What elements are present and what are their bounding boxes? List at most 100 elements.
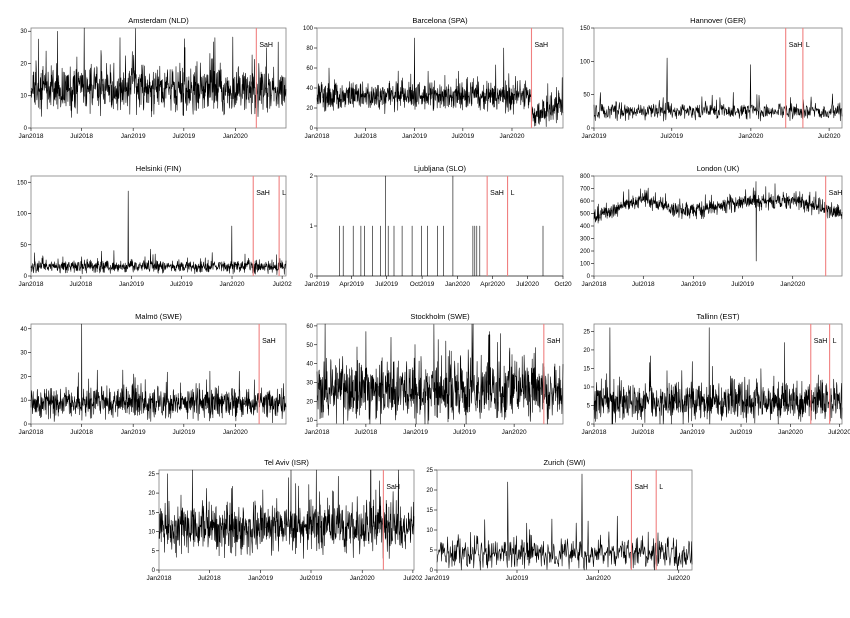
plot-frame [593, 323, 843, 425]
y-tick-label: 25 [426, 468, 433, 474]
x-tick-label: Jul2019 [170, 281, 193, 288]
plot-frame [593, 175, 843, 277]
chart-title: Zurich (SWI) [543, 458, 586, 467]
plot-frame [316, 175, 564, 277]
x-tick-label: Jul2018 [69, 281, 92, 288]
event-label-l: L [659, 484, 663, 491]
x-tick-label: Jan2020 [586, 575, 611, 582]
x-tick-label: Jan2018 [19, 281, 44, 288]
y-tick-label: 300 [580, 237, 591, 243]
event-label-sah: SaH [789, 42, 803, 49]
y-tick-label: 150 [580, 26, 591, 32]
chart-title: Barcelona (SPA) [412, 16, 468, 25]
y-tick-label: 40 [306, 86, 313, 92]
y-tick-label: 30 [20, 29, 27, 35]
y-tick-label: 20 [20, 61, 27, 67]
y-tick-label: 0 [587, 126, 591, 132]
y-tick-label: 400 [580, 224, 591, 230]
event-label-sah: SaH [256, 190, 270, 197]
y-tick-label: 0 [24, 274, 28, 280]
event-label-sah: SaH [547, 338, 561, 345]
series-line [316, 37, 564, 127]
x-tick-label: Jan2020 [223, 429, 248, 436]
y-tick-label: 0 [587, 422, 591, 428]
x-tick-label: Jan2018 [19, 429, 44, 436]
y-tick-label: 100 [303, 26, 314, 32]
y-tick-label: 50 [20, 243, 27, 249]
y-tick-label: 700 [580, 187, 591, 193]
y-tick-label: 0 [310, 126, 314, 132]
x-tick-label: Jul2018 [354, 429, 377, 436]
series-line [30, 190, 287, 275]
x-tick-label: Oct20 [554, 281, 572, 288]
y-tick-label: 80 [306, 46, 313, 52]
chart-title: Hannover (GER) [690, 16, 746, 25]
y-tick-label: 0 [24, 126, 28, 132]
event-label-sah: SaH [262, 338, 276, 345]
y-tick-label: 15 [426, 508, 433, 514]
chart-title: Malmö (SWE) [135, 312, 182, 321]
x-tick-label: Apr2019 [339, 281, 364, 288]
y-tick-label: 15 [583, 366, 590, 372]
chart-svg: 0 50 100 150 Jan2019 Jul2019 Jan2020 Jul2020 SaH… [580, 26, 843, 140]
chart-title: Amsterdam (NLD) [128, 16, 189, 25]
y-tick-label: 5 [587, 403, 591, 409]
plot-frame [436, 469, 693, 571]
plot-frame [593, 27, 843, 129]
chart-svg: 0 50 100 150 Jan2018 Jul2018 Jan2019 Jul2019 Jan… [17, 175, 292, 288]
chart-svg: 0 5 10 15 20 25 Jan2018 Jul2018 Jan2019 Jul2019 Ja… [147, 469, 423, 582]
y-tick-label: 100 [580, 262, 591, 268]
y-tick-label: 20 [306, 399, 313, 405]
x-tick-label: Jul2019 [660, 133, 683, 140]
y-tick-label: 15 [148, 510, 155, 516]
y-tick-label: 20 [20, 374, 27, 380]
x-tick-label: Jan2018 [582, 281, 607, 288]
y-tick-label: 20 [583, 348, 590, 354]
y-tick-label: 200 [580, 249, 591, 255]
x-tick-label: Jul2020 [818, 133, 841, 140]
chart-svg: 0 20 40 60 80 100 Jan2018 Jul2018 Jan2019 Jul2019… [303, 26, 564, 140]
x-tick-label: Jan2019 [582, 133, 607, 140]
chart-panel-tel: Tel Aviv (ISR) 0 5 10 15 20 25 Jan2018 Jul2018 Ja… [134, 458, 423, 588]
chart-panel-helsinki: Helsinki (FIN) 0 50 100 150 Jan2018 Jul2018 Jan… [6, 164, 292, 294]
x-tick-label: Jul2019 [730, 429, 753, 436]
y-tick-label: 0 [152, 568, 156, 574]
x-tick-label: Jan2019 [680, 429, 705, 436]
chart-panel-barcelona: Barcelona (SPA) 0 20 40 60 80 100 Jan2018 Jul201… [292, 16, 565, 146]
series-line [158, 469, 415, 559]
y-tick-label: 10 [20, 398, 27, 404]
y-tick-label: 20 [148, 491, 155, 497]
x-tick-label: Jan2020 [502, 429, 527, 436]
x-tick-label: Jan2019 [121, 133, 146, 140]
plot-frame [316, 27, 564, 129]
x-tick-label: Jul202 [403, 575, 423, 582]
y-tick-label: 0 [430, 568, 434, 574]
x-tick-label: Jul2018 [198, 575, 221, 582]
y-tick-label: 1 [310, 224, 314, 230]
y-tick-label: 60 [306, 66, 313, 72]
series-line [30, 323, 287, 423]
x-tick-label: Jul2020 [516, 281, 539, 288]
y-tick-label: 100 [580, 59, 591, 65]
x-tick-label: Jul2019 [172, 429, 195, 436]
event-label-sah: SaH [386, 484, 400, 491]
chart-panel-malm: Malmö (SWE) 0 10 20 30 40 Jan2018 Jul2018 Jan201… [6, 312, 288, 442]
plot-frame [30, 323, 287, 425]
chart-svg: 0 100 200 300 400 500 600 700 800 Jan2018 Jul2018 J… [580, 174, 843, 288]
x-tick-label: Jul2019 [731, 281, 754, 288]
y-tick-label: 60 [306, 324, 313, 330]
y-tick-label: 100 [17, 212, 28, 218]
y-tick-label: 50 [306, 343, 313, 349]
x-tick-label: Jan2018 [582, 429, 607, 436]
event-label-l: L [833, 338, 837, 345]
x-tick-label: Jan2018 [305, 133, 330, 140]
series-line [593, 181, 843, 262]
event-label-l: L [806, 42, 810, 49]
chart-title: Tallinn (EST) [696, 312, 740, 321]
y-tick-label: 30 [306, 380, 313, 386]
chart-title: London (UK) [696, 164, 740, 173]
event-label-sah: SaH [814, 338, 828, 345]
x-tick-label: Jan2019 [119, 281, 144, 288]
y-tick-label: 0 [24, 422, 28, 428]
x-tick-label: Jul202 [273, 281, 293, 288]
